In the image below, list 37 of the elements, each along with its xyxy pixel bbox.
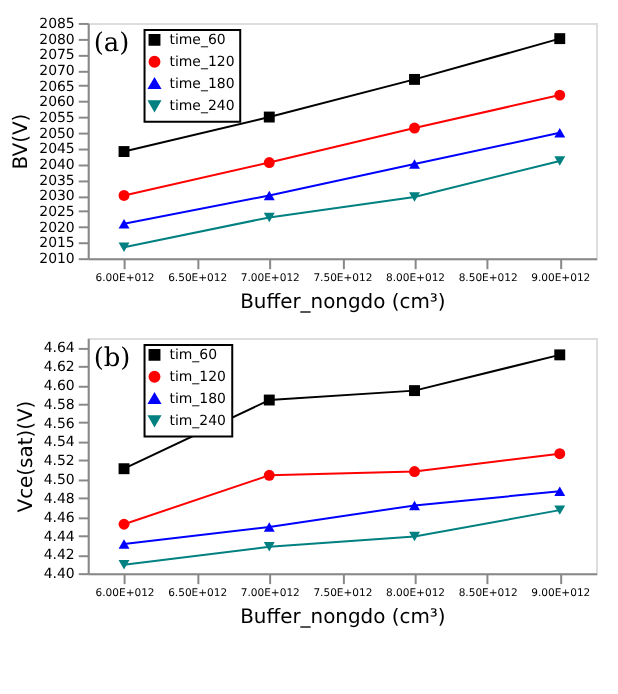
point (409, 192, 420, 202)
point (409, 73, 420, 85)
point (409, 466, 420, 477)
point (554, 349, 566, 361)
point (263, 190, 275, 201)
point (118, 539, 130, 549)
point (409, 500, 420, 511)
x-axis-title: Buffer_nongdo (cm³) (240, 606, 446, 629)
x-axis-title: Buffer_nongdo (cm³) (240, 291, 446, 314)
y-axis-title: BV(V) (11, 113, 34, 170)
point (118, 559, 130, 570)
point (554, 156, 566, 166)
point (118, 463, 130, 475)
annotation: (b) (93, 343, 131, 374)
y-axis-title: Vce(sat)(V) (15, 400, 38, 513)
point (409, 159, 420, 169)
point (263, 542, 275, 552)
point (263, 212, 275, 223)
point (263, 522, 275, 532)
point (409, 385, 420, 397)
point (263, 157, 275, 168)
point (118, 518, 130, 530)
annotation: (a) (93, 28, 130, 59)
point (554, 505, 566, 515)
point (554, 33, 566, 45)
point (263, 394, 275, 406)
point (263, 111, 275, 123)
point (409, 531, 420, 542)
point (554, 486, 566, 497)
point (118, 242, 130, 252)
point (409, 122, 420, 134)
point (554, 128, 566, 138)
point (263, 469, 275, 481)
point (554, 89, 566, 101)
point (118, 190, 130, 201)
point (118, 146, 130, 157)
point (554, 448, 566, 460)
